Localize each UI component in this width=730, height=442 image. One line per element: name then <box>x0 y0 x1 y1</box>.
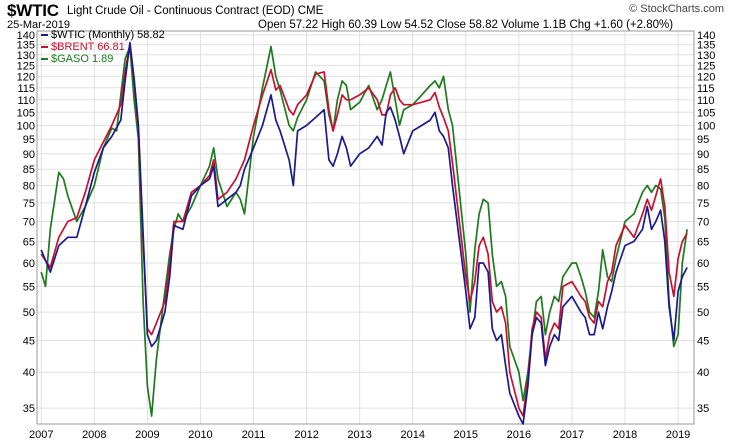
x-tick-label: 2017 <box>560 429 584 441</box>
copyright: © StockCharts.com <box>629 3 724 15</box>
y-tick-label-right: 120 <box>697 71 715 83</box>
y-tick-label-right: 75 <box>697 198 709 210</box>
series-line-brent <box>40 43 688 417</box>
y-tick-label-right: 130 <box>697 50 715 62</box>
y-tick-label-right: 55 <box>697 281 709 293</box>
y-tick-label-left: 65 <box>23 236 35 248</box>
open-value: 57.22 <box>289 19 319 31</box>
chart-symbol: $WTIC <box>7 1 59 20</box>
volume-label: Volume <box>501 19 540 31</box>
low-value: 54.52 <box>404 19 434 31</box>
high-value: 60.39 <box>348 19 377 31</box>
y-tick-label-right: 35 <box>697 403 709 415</box>
y-tick-label-right: 115 <box>697 83 715 95</box>
legend-item-brent: $BRENT 66.81 <box>41 41 165 53</box>
close-value: 58.82 <box>469 19 498 31</box>
volume-value: 1.1B <box>542 19 567 31</box>
y-tick-label-left: 40 <box>23 367 35 379</box>
y-tick-label-left: 70 <box>23 216 35 228</box>
x-tick-label: 2014 <box>400 429 424 441</box>
y-tick-label-right: 80 <box>697 181 709 193</box>
y-tick-label-left: 55 <box>23 281 35 293</box>
y-tick-label-right: 60 <box>697 258 709 270</box>
y-tick-label-right: 85 <box>697 164 709 176</box>
x-tick-label: 2007 <box>29 429 53 441</box>
legend-swatch-gaso <box>41 58 48 60</box>
legend-item-gaso: $GASO 1.89 <box>41 53 165 65</box>
x-tick-label: 2015 <box>454 429 478 441</box>
y-tick-label-left: 120 <box>17 71 35 83</box>
x-tick-label: 2016 <box>507 429 531 441</box>
y-tick-label-right: 100 <box>697 120 715 132</box>
y-tick-label-right: 50 <box>697 307 709 319</box>
x-tick-label: 2010 <box>188 429 212 441</box>
price-stats: Open 57.22 High 60.39 Low 54.52 Close 58… <box>258 19 673 31</box>
x-tick-label: 2009 <box>135 429 159 441</box>
x-tick-label: 2013 <box>347 429 371 441</box>
high-label: High <box>321 19 345 31</box>
y-tick-label-right: 125 <box>697 60 715 72</box>
open-label: Open <box>258 19 287 31</box>
y-tick-label-right: 70 <box>697 216 709 228</box>
chart-date: 25-Mar-2019 <box>7 19 70 31</box>
y-tick-label-right: 65 <box>697 236 709 248</box>
y-tick-label-left: 130 <box>17 50 35 62</box>
legend-swatch-brent <box>41 46 48 48</box>
y-tick-label-right: 140 <box>697 30 715 42</box>
y-tick-label-left: 50 <box>23 307 35 319</box>
series-line-gaso <box>40 45 688 417</box>
y-tick-label-right: 135 <box>697 40 715 52</box>
y-tick-label-left: 35 <box>23 403 35 415</box>
legend-label-wtic: $WTIC (Monthly) 58.82 <box>51 29 165 41</box>
y-tick-label-left: 100 <box>17 120 35 132</box>
chg-value: +1.60 (+2.80%) <box>593 19 674 31</box>
x-tick-label: 2012 <box>294 429 318 441</box>
y-tick-label-left: 95 <box>23 134 35 146</box>
y-tick-label-right: 90 <box>697 149 709 161</box>
x-tick-label: 2018 <box>613 429 637 441</box>
description-text: Light Crude Oil - Continuous Contract (E… <box>67 5 295 17</box>
y-tick-label-left: 125 <box>17 60 35 72</box>
y-tick-label-left: 80 <box>23 181 35 193</box>
legend-item-wtic: $WTIC (Monthly) 58.82 <box>41 29 165 41</box>
legend-label-gaso: $GASO 1.89 <box>51 53 114 65</box>
close-label: Close <box>436 19 466 31</box>
y-tick-label-right: 110 <box>697 95 715 107</box>
y-tick-label-left: 85 <box>23 164 35 176</box>
y-tick-label-right: 105 <box>697 107 715 119</box>
x-tick-label: 2019 <box>666 429 690 441</box>
y-tick-label-right: 45 <box>697 335 709 347</box>
y-tick-label-left: 140 <box>17 30 35 42</box>
y-tick-label-left: 135 <box>17 40 35 52</box>
plot-border <box>36 30 695 425</box>
legend: $WTIC (Monthly) 58.82 $BRENT 66.81 $GASO… <box>41 29 165 65</box>
y-tick-label-left: 45 <box>23 335 35 347</box>
legend-swatch-wtic <box>41 34 48 36</box>
y-tick-label-right: 95 <box>697 134 709 146</box>
y-tick-label-left: 105 <box>17 107 35 119</box>
chart-description: Light Crude Oil - Continuous Contract (E… <box>67 5 323 17</box>
low-label: Low <box>380 19 402 31</box>
series-line-wtic <box>40 41 688 425</box>
exchange-text: CME <box>297 5 324 17</box>
x-tick-label: 2008 <box>82 429 106 441</box>
y-tick-label-left: 90 <box>23 149 35 161</box>
legend-label-brent: $BRENT 66.81 <box>51 41 125 53</box>
y-tick-label-left: 60 <box>23 258 35 270</box>
y-tick-label-left: 75 <box>23 198 35 210</box>
chg-label: Chg <box>569 19 591 31</box>
y-tick-label-left: 115 <box>17 83 35 95</box>
y-tick-label-right: 40 <box>697 367 709 379</box>
y-tick-label-left: 110 <box>17 95 35 107</box>
x-tick-label: 2011 <box>242 429 266 441</box>
